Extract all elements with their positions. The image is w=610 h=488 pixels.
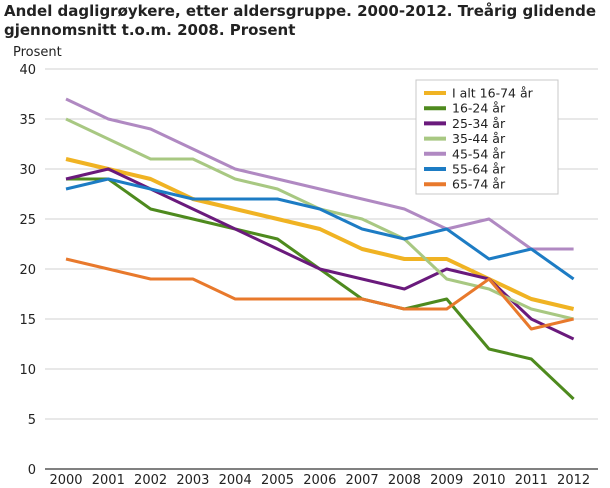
x-tick-label: 2012 <box>557 473 590 488</box>
x-tick-label: 2010 <box>472 473 505 488</box>
x-tick-label: 2007 <box>346 473 379 488</box>
y-tick-label: 0 <box>28 463 36 478</box>
chart-title-line-1: Andel dagligrøykere, etter aldersgruppe.… <box>4 2 597 20</box>
series-line-5 <box>65 97 574 251</box>
y-tick-label: 25 <box>19 213 36 228</box>
x-tick-label: 2011 <box>515 473 548 488</box>
x-tick-label: 2009 <box>430 473 463 488</box>
chart-title-line-2: gjennomsnitt t.o.m. 2008. Prosent <box>4 21 296 39</box>
chart-title: Andel dagligrøykere, etter aldersgruppe.… <box>4 2 604 40</box>
y-tick-label: 5 <box>28 413 36 428</box>
x-tick-label: 2000 <box>49 473 82 488</box>
legend-entry: 35-44 år <box>452 131 506 146</box>
y-tick-label: 30 <box>19 163 36 178</box>
series-line-6 <box>65 177 575 281</box>
legend-entry: 55-64 år <box>452 162 506 177</box>
series-line-7 <box>65 257 574 331</box>
x-tick-label: 2005 <box>261 473 294 488</box>
x-tick-label: 2002 <box>134 473 167 488</box>
legend-entry: 25-34 år <box>452 116 506 131</box>
x-tick-label: 2006 <box>303 473 336 488</box>
y-tick-label: 20 <box>19 263 36 278</box>
x-tick-label: 2003 <box>176 473 209 488</box>
y-tick-label: 35 <box>19 113 36 128</box>
legend-entry: 65-74 år <box>452 177 506 192</box>
legend-entry: 16-24 år <box>452 101 506 116</box>
y-axis-label: Prosent <box>13 45 62 60</box>
x-tick-label: 2008 <box>388 473 421 488</box>
y-tick-label: 10 <box>19 363 36 378</box>
x-tick-label: 2001 <box>92 473 125 488</box>
legend-entry: I alt 16-74 år <box>452 86 534 101</box>
y-tick-label: 15 <box>19 313 36 328</box>
legend-entry: 45-54 år <box>452 146 506 161</box>
x-tick-label: 2004 <box>219 473 252 488</box>
y-tick-label: 40 <box>19 63 36 78</box>
